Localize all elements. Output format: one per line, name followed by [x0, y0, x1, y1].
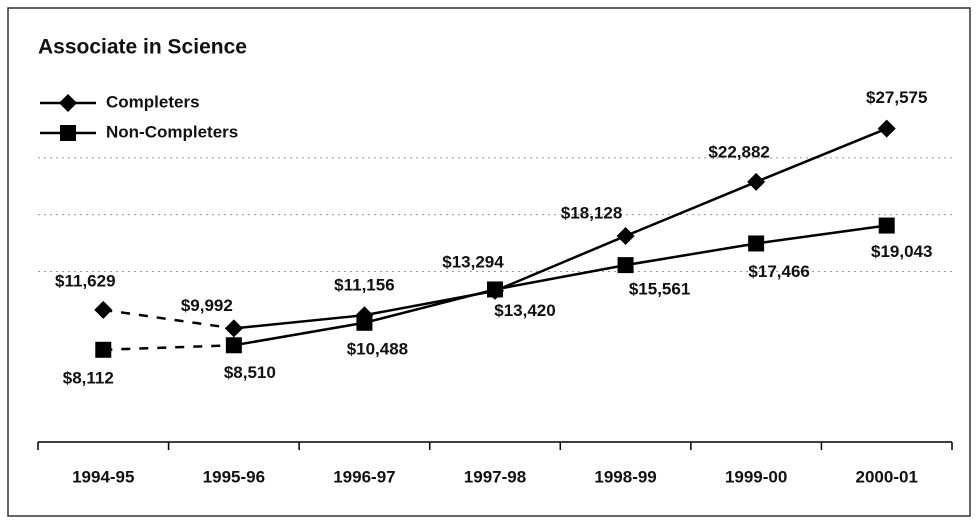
- data-label: $9,992: [181, 296, 233, 315]
- series-line-dashed: [103, 308, 235, 330]
- marker: [617, 257, 634, 274]
- x-tick-label: 1996-97: [333, 467, 395, 486]
- x-tick-label: 1995-96: [203, 467, 265, 486]
- marker: [60, 125, 76, 141]
- legend-label: Completers: [106, 92, 200, 111]
- marker: [747, 172, 766, 191]
- x-tick-label: 1998-99: [594, 467, 656, 486]
- marker: [878, 217, 895, 234]
- x-tick-label: 2000-01: [856, 467, 918, 486]
- marker: [225, 337, 242, 354]
- marker: [224, 319, 243, 338]
- chart-title: Associate in Science: [38, 36, 247, 59]
- data-label: $22,882: [708, 142, 769, 161]
- marker: [748, 235, 765, 252]
- data-label: $18,128: [561, 203, 622, 222]
- marker: [94, 300, 113, 319]
- data-label: $15,561: [629, 280, 690, 299]
- legend-label: Non-Completers: [106, 122, 238, 141]
- chart-frame: [7, 7, 971, 517]
- data-label: $11,629: [55, 271, 116, 290]
- x-tick-label: 1997-98: [464, 467, 526, 486]
- data-label: $19,043: [871, 242, 932, 261]
- marker: [59, 94, 77, 112]
- data-label: $8,112: [63, 368, 114, 387]
- data-label: $8,510: [224, 363, 276, 382]
- data-label: $10,488: [347, 339, 408, 358]
- data-label: $13,420: [494, 301, 555, 320]
- series-line: [233, 224, 887, 347]
- data-label: $11,156: [334, 276, 395, 295]
- x-tick-label: 1994-95: [72, 467, 134, 486]
- data-label: $27,575: [866, 88, 927, 107]
- data-label: $13,294: [442, 252, 504, 271]
- series-line-dashed: [103, 344, 234, 352]
- series-line: [233, 127, 888, 330]
- marker: [95, 341, 112, 358]
- marker: [877, 119, 896, 138]
- marker: [356, 314, 373, 331]
- x-tick-label: 1999-00: [725, 467, 787, 486]
- data-label: $17,466: [748, 262, 809, 281]
- marker: [487, 281, 503, 298]
- marker: [616, 226, 635, 245]
